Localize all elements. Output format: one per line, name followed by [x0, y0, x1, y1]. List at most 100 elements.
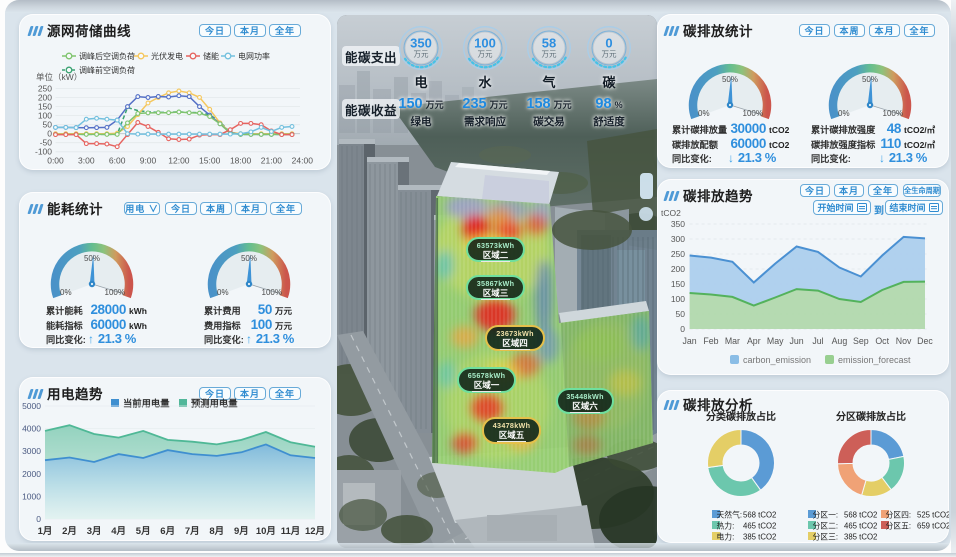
- svg-text:150: 150: [671, 279, 685, 289]
- svg-text:150: 150: [38, 101, 52, 111]
- svg-text:Jun: Jun: [790, 336, 804, 346]
- svg-text:分区二:: 分区二:: [813, 522, 839, 531]
- svg-text:659 tCO2: 659 tCO2: [917, 522, 949, 531]
- svg-text:7月: 7月: [185, 526, 200, 537]
- svg-text:电力:: 电力:: [717, 532, 735, 542]
- svg-text:18:00: 18:00: [230, 156, 252, 166]
- svg-text:万元: 万元: [414, 50, 429, 59]
- svg-text:Sep: Sep: [853, 336, 869, 346]
- svg-text:分区一:: 分区一:: [813, 511, 839, 520]
- svg-text:0: 0: [36, 514, 41, 524]
- svg-text:分区四:: 分区四:: [886, 511, 912, 520]
- svg-text:调峰前空调负荷: 调峰前空调负荷: [79, 65, 135, 75]
- svg-text:100: 100: [474, 36, 496, 51]
- svg-text:Mar: Mar: [725, 336, 740, 346]
- svg-text:9:00: 9:00: [140, 156, 157, 166]
- svg-text:4000: 4000: [22, 424, 41, 434]
- svg-text:50%: 50%: [722, 75, 738, 84]
- svg-text:0: 0: [680, 324, 685, 334]
- svg-text:200: 200: [671, 264, 685, 274]
- svg-text:15:00: 15:00: [199, 156, 221, 166]
- svg-text:3月: 3月: [87, 526, 102, 537]
- svg-text:200: 200: [38, 92, 52, 102]
- svg-text:250: 250: [671, 249, 685, 259]
- svg-text:100: 100: [671, 294, 685, 304]
- svg-text:50%: 50%: [241, 254, 257, 263]
- svg-text:525 tCO2: 525 tCO2: [917, 511, 949, 520]
- svg-text:Aug: Aug: [832, 336, 848, 346]
- svg-text:100%: 100%: [262, 288, 282, 297]
- svg-text:-50: -50: [40, 138, 53, 148]
- svg-text:50: 50: [676, 309, 686, 319]
- svg-text:100%: 100%: [105, 288, 125, 297]
- svg-text:4月: 4月: [111, 526, 126, 537]
- svg-text:分区三:: 分区三:: [813, 533, 839, 542]
- svg-text:Feb: Feb: [703, 336, 718, 346]
- svg-text:Apr: Apr: [747, 336, 761, 346]
- svg-text:Oct: Oct: [875, 336, 889, 346]
- svg-text:Jan: Jan: [683, 336, 697, 346]
- svg-text:0: 0: [47, 129, 52, 139]
- svg-text:2000: 2000: [22, 469, 41, 479]
- svg-text:emission_forecast: emission_forecast: [838, 355, 911, 365]
- svg-text:58: 58: [542, 36, 556, 51]
- svg-text:100%: 100%: [743, 109, 763, 118]
- svg-text:0%: 0%: [217, 288, 229, 297]
- svg-text:350: 350: [410, 36, 432, 51]
- svg-text:21:00: 21:00: [261, 156, 283, 166]
- svg-text:5月: 5月: [136, 526, 151, 537]
- svg-text:0: 0: [605, 36, 612, 51]
- svg-text:385 tCO2: 385 tCO2: [743, 533, 776, 542]
- svg-text:3:00: 3:00: [78, 156, 95, 166]
- svg-text:465 tCO2: 465 tCO2: [743, 522, 776, 531]
- svg-text:May: May: [767, 336, 784, 346]
- svg-text:568 tCO2: 568 tCO2: [844, 511, 877, 520]
- svg-text:预测用电量: 预测用电量: [191, 398, 238, 409]
- svg-text:0%: 0%: [838, 109, 850, 118]
- svg-text:1000: 1000: [22, 491, 41, 501]
- svg-text:6月: 6月: [160, 526, 175, 537]
- svg-text:当前用电量: 当前用电量: [123, 398, 170, 409]
- svg-text:100: 100: [38, 110, 52, 120]
- svg-text:-100: -100: [35, 147, 52, 157]
- svg-text:0%: 0%: [60, 288, 72, 297]
- svg-text:储能: 储能: [203, 51, 219, 61]
- svg-text:568 tCO2: 568 tCO2: [743, 511, 776, 520]
- svg-text:调峰后空调负荷: 调峰后空调负荷: [79, 51, 135, 61]
- svg-text:Nov: Nov: [896, 336, 912, 346]
- svg-text:12月: 12月: [305, 526, 325, 537]
- svg-text:0:00: 0:00: [47, 156, 64, 166]
- svg-text:100%: 100%: [883, 109, 903, 118]
- svg-text:6:00: 6:00: [109, 156, 126, 166]
- svg-text:Dec: Dec: [917, 336, 933, 346]
- svg-text:热力:: 热力:: [717, 521, 735, 531]
- svg-text:385 tCO2: 385 tCO2: [844, 533, 877, 542]
- svg-text:5000: 5000: [22, 401, 41, 411]
- svg-text:光伏发电: 光伏发电: [151, 51, 183, 61]
- svg-text:Jul: Jul: [812, 336, 823, 346]
- svg-text:0%: 0%: [698, 109, 710, 118]
- svg-text:9月: 9月: [234, 526, 249, 537]
- svg-text:50%: 50%: [84, 254, 100, 263]
- svg-text:分类碳排放占比: 分类碳排放占比: [706, 410, 776, 423]
- svg-text:分区碳排放占比: 分区碳排放占比: [836, 410, 906, 423]
- svg-text:50%: 50%: [862, 75, 878, 84]
- svg-text:50: 50: [43, 120, 53, 130]
- svg-text:10月: 10月: [256, 526, 276, 537]
- svg-text:3000: 3000: [22, 446, 41, 456]
- svg-text:2月: 2月: [62, 526, 77, 537]
- svg-text:350: 350: [671, 219, 685, 229]
- svg-text:万元: 万元: [602, 50, 617, 59]
- svg-text:300: 300: [671, 234, 685, 244]
- svg-text:12:00: 12:00: [168, 156, 190, 166]
- svg-text:万元: 万元: [542, 50, 557, 59]
- svg-text:1月: 1月: [38, 526, 53, 537]
- svg-text:11月: 11月: [281, 526, 301, 537]
- svg-text:250: 250: [38, 83, 52, 93]
- svg-text:8月: 8月: [209, 526, 224, 537]
- svg-text:carbon_emission: carbon_emission: [743, 355, 811, 365]
- svg-text:24:00: 24:00: [292, 156, 314, 166]
- svg-text:天然气:: 天然气:: [717, 510, 743, 520]
- svg-text:分区五:: 分区五:: [886, 522, 912, 531]
- svg-text:465 tCO2: 465 tCO2: [844, 522, 877, 531]
